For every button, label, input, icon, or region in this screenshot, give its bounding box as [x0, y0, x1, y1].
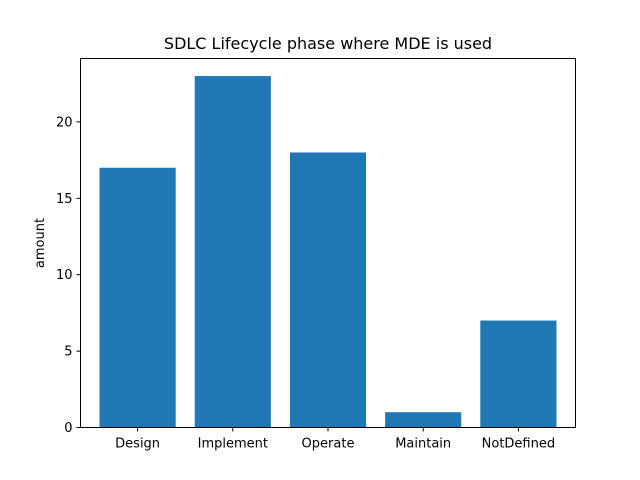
- bar-notdefined: [480, 320, 557, 428]
- y-tick-label-20: 20: [56, 115, 73, 130]
- x-tick-label-design: Design: [115, 437, 160, 452]
- x-axis: Design Implement Operate Maintain NotDefined: [115, 427, 555, 452]
- y-tick-label-15: 15: [56, 192, 73, 207]
- x-tick-label-implement: Implement: [198, 437, 268, 452]
- y-tick-label-10: 10: [56, 268, 73, 283]
- y-tick-label-5: 5: [64, 345, 72, 360]
- bar-maintain: [385, 412, 462, 428]
- bar-design: [99, 167, 176, 428]
- x-tick-label-maintain: Maintain: [395, 437, 451, 452]
- chart-title: SDLC Lifecycle phase where MDE is used: [164, 34, 492, 53]
- plot-frame: [80, 58, 576, 428]
- bar-implement: [194, 76, 271, 428]
- bars-group: [99, 76, 557, 428]
- y-axis: 0 5 10 15 20: [56, 115, 81, 436]
- bar-operate: [289, 152, 367, 428]
- y-axis-title: amount: [33, 218, 48, 268]
- y-tick-label-0: 0: [64, 421, 72, 436]
- x-tick-label-operate: Operate: [302, 437, 355, 452]
- x-tick-label-notdefined: NotDefined: [482, 437, 555, 452]
